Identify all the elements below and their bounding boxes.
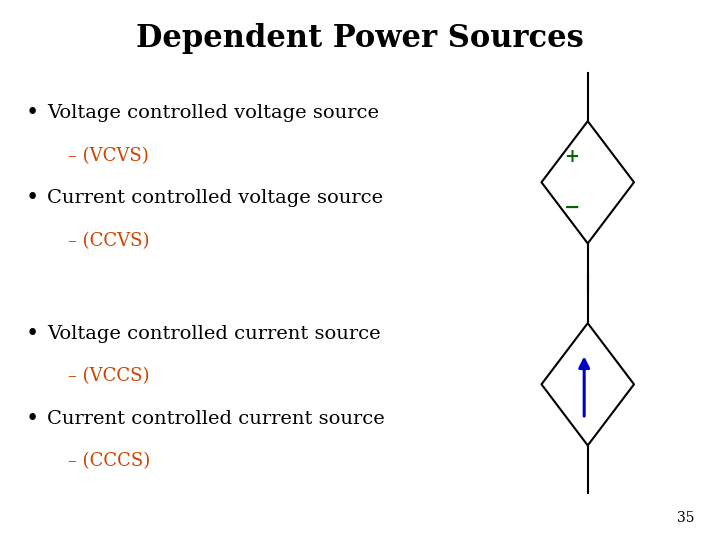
Text: – (CCCS): – (CCCS) (68, 453, 150, 470)
Text: •: • (26, 187, 40, 209)
Text: Dependent Power Sources: Dependent Power Sources (136, 23, 584, 54)
Text: −: − (564, 199, 580, 217)
Text: Voltage controlled voltage source: Voltage controlled voltage source (47, 104, 379, 122)
Text: Current controlled current source: Current controlled current source (47, 410, 384, 428)
Text: – (CCVS): – (CCVS) (68, 232, 150, 250)
Text: 35: 35 (677, 511, 695, 525)
Text: Current controlled voltage source: Current controlled voltage source (47, 189, 383, 207)
Text: – (VCCS): – (VCCS) (68, 367, 150, 386)
Text: – (VCVS): – (VCVS) (68, 147, 149, 165)
Text: •: • (26, 408, 40, 430)
Text: •: • (26, 102, 40, 124)
Text: •: • (26, 323, 40, 345)
Text: +: + (564, 148, 580, 166)
Text: Voltage controlled current source: Voltage controlled current source (47, 325, 380, 343)
